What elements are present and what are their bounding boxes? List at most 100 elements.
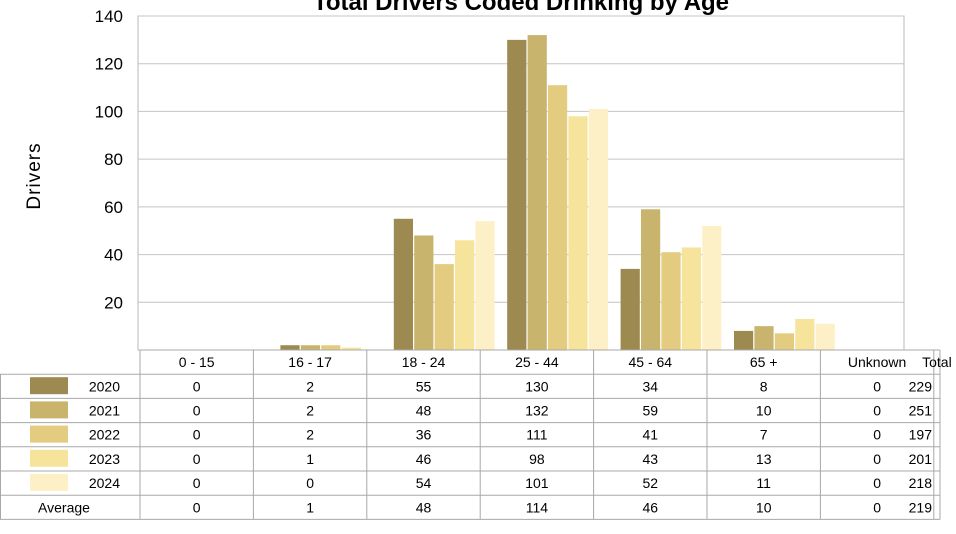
bar-2023-3 bbox=[568, 116, 588, 350]
table-cell: 0 bbox=[193, 499, 201, 515]
table-cell: 0 bbox=[873, 378, 881, 394]
table-header-cell: 18 - 24 bbox=[402, 354, 446, 370]
bar-2023-1 bbox=[341, 347, 361, 350]
table-cell: 59 bbox=[643, 403, 659, 419]
table-header-cell: 65 + bbox=[750, 354, 778, 370]
legend-swatch-2024 bbox=[30, 474, 68, 491]
table-cell: 1 bbox=[306, 499, 314, 515]
legend-swatch-2022 bbox=[30, 425, 68, 443]
table-cell: 0 bbox=[873, 475, 881, 491]
table-total-cell: 201 bbox=[909, 451, 933, 467]
table-header-cell: Unknown bbox=[848, 354, 906, 370]
table-cell: 132 bbox=[525, 403, 549, 419]
y-tick-label: 40 bbox=[104, 246, 123, 265]
y-tick-label: 80 bbox=[104, 150, 123, 169]
bar-2024-2 bbox=[475, 221, 495, 350]
table-cell: 0 bbox=[193, 475, 201, 491]
table-total-cell: 218 bbox=[909, 475, 933, 491]
legend-label: 2022 bbox=[89, 427, 120, 443]
bar-2022-3 bbox=[548, 85, 568, 350]
table-total-cell: 219 bbox=[909, 499, 933, 515]
table-cell: 10 bbox=[756, 403, 772, 419]
bar-2020-1 bbox=[280, 345, 300, 350]
table-cell: 10 bbox=[756, 499, 772, 515]
table-cell: 36 bbox=[416, 427, 432, 443]
bar-2024-4 bbox=[702, 225, 722, 350]
average-label: Average bbox=[38, 499, 90, 515]
table-header-total: Total bbox=[922, 354, 952, 370]
table-cell: 7 bbox=[760, 427, 768, 443]
table-cell: 0 bbox=[193, 403, 201, 419]
bar-2022-4 bbox=[661, 252, 681, 350]
y-tick-label: 100 bbox=[95, 102, 123, 121]
table-cell: 0 bbox=[873, 499, 881, 515]
bar-2023-2 bbox=[455, 240, 475, 350]
y-axis-label: Drivers bbox=[24, 142, 45, 209]
table-cell: 11 bbox=[756, 475, 771, 491]
table-cell: 0 bbox=[193, 427, 201, 443]
table-total-cell: 229 bbox=[909, 378, 933, 394]
table-cell: 114 bbox=[526, 499, 549, 515]
table-total-cell: 197 bbox=[909, 427, 933, 443]
table-cell: 130 bbox=[525, 378, 549, 394]
table-total-cell: 251 bbox=[909, 403, 933, 419]
table-cell: 0 bbox=[306, 475, 314, 491]
bar-2022-1 bbox=[321, 345, 341, 350]
bar-2021-2 bbox=[414, 235, 434, 350]
table-cell: 13 bbox=[756, 451, 772, 467]
bar-2022-5 bbox=[774, 333, 794, 350]
chart-title: Total Drivers Coded Drinking by Age bbox=[313, 0, 729, 16]
bar-2021-4 bbox=[641, 209, 661, 350]
bar-2024-5 bbox=[815, 323, 835, 350]
bar-2023-5 bbox=[795, 318, 815, 350]
table-cell: 0 bbox=[193, 378, 201, 394]
table-header-cell: 45 - 64 bbox=[629, 354, 673, 370]
table-header-cell: 16 - 17 bbox=[288, 354, 332, 370]
bar-2021-1 bbox=[300, 345, 320, 350]
table-cell: 34 bbox=[643, 378, 659, 394]
table-cell: 0 bbox=[193, 451, 201, 467]
bar-2021-5 bbox=[754, 326, 774, 350]
legend-swatch-2021 bbox=[30, 401, 68, 419]
legend-swatch-2023 bbox=[30, 449, 68, 467]
table-cell: 111 bbox=[526, 427, 547, 443]
bar-2020-2 bbox=[393, 218, 413, 350]
table-cell: 2 bbox=[306, 378, 314, 394]
bar-2024-3 bbox=[588, 109, 608, 351]
bar-2021-3 bbox=[527, 35, 547, 350]
table-cell: 2 bbox=[306, 427, 314, 443]
y-tick-label: 120 bbox=[95, 55, 123, 74]
table-cell: 54 bbox=[416, 475, 432, 491]
table-cell: 0 bbox=[873, 427, 881, 443]
table-cell: 46 bbox=[643, 499, 659, 515]
table-header-cell: 25 - 44 bbox=[515, 354, 559, 370]
table-cell: 101 bbox=[525, 475, 549, 491]
table-cell: 55 bbox=[416, 378, 432, 394]
table-cell: 43 bbox=[643, 451, 659, 467]
bar-2022-2 bbox=[434, 264, 454, 350]
bar-2020-5 bbox=[734, 330, 754, 350]
legend-label: 2024 bbox=[89, 475, 120, 491]
table-cell: 48 bbox=[416, 499, 432, 515]
table-cell: 48 bbox=[416, 403, 432, 419]
table-cell: 1 bbox=[306, 451, 314, 467]
table-cell: 46 bbox=[416, 451, 432, 467]
y-tick-label: 60 bbox=[104, 198, 123, 217]
table-cell: 52 bbox=[643, 475, 659, 491]
table-cell: 2 bbox=[306, 403, 314, 419]
legend-swatch-2020 bbox=[30, 377, 68, 395]
table-cell: 41 bbox=[643, 427, 659, 443]
table-cell: 0 bbox=[873, 403, 881, 419]
y-tick-label: 140 bbox=[95, 7, 123, 26]
table-cell: 0 bbox=[873, 451, 881, 467]
bar-2020-4 bbox=[620, 268, 640, 350]
y-tick-label: 20 bbox=[104, 293, 123, 312]
legend-label: 2023 bbox=[89, 451, 120, 467]
bar-2020-3 bbox=[507, 39, 527, 350]
table-cell: 98 bbox=[529, 451, 545, 467]
table-header-cell: 0 - 15 bbox=[179, 354, 215, 370]
bar-2023-4 bbox=[681, 247, 701, 350]
legend-label: 2021 bbox=[89, 403, 120, 419]
